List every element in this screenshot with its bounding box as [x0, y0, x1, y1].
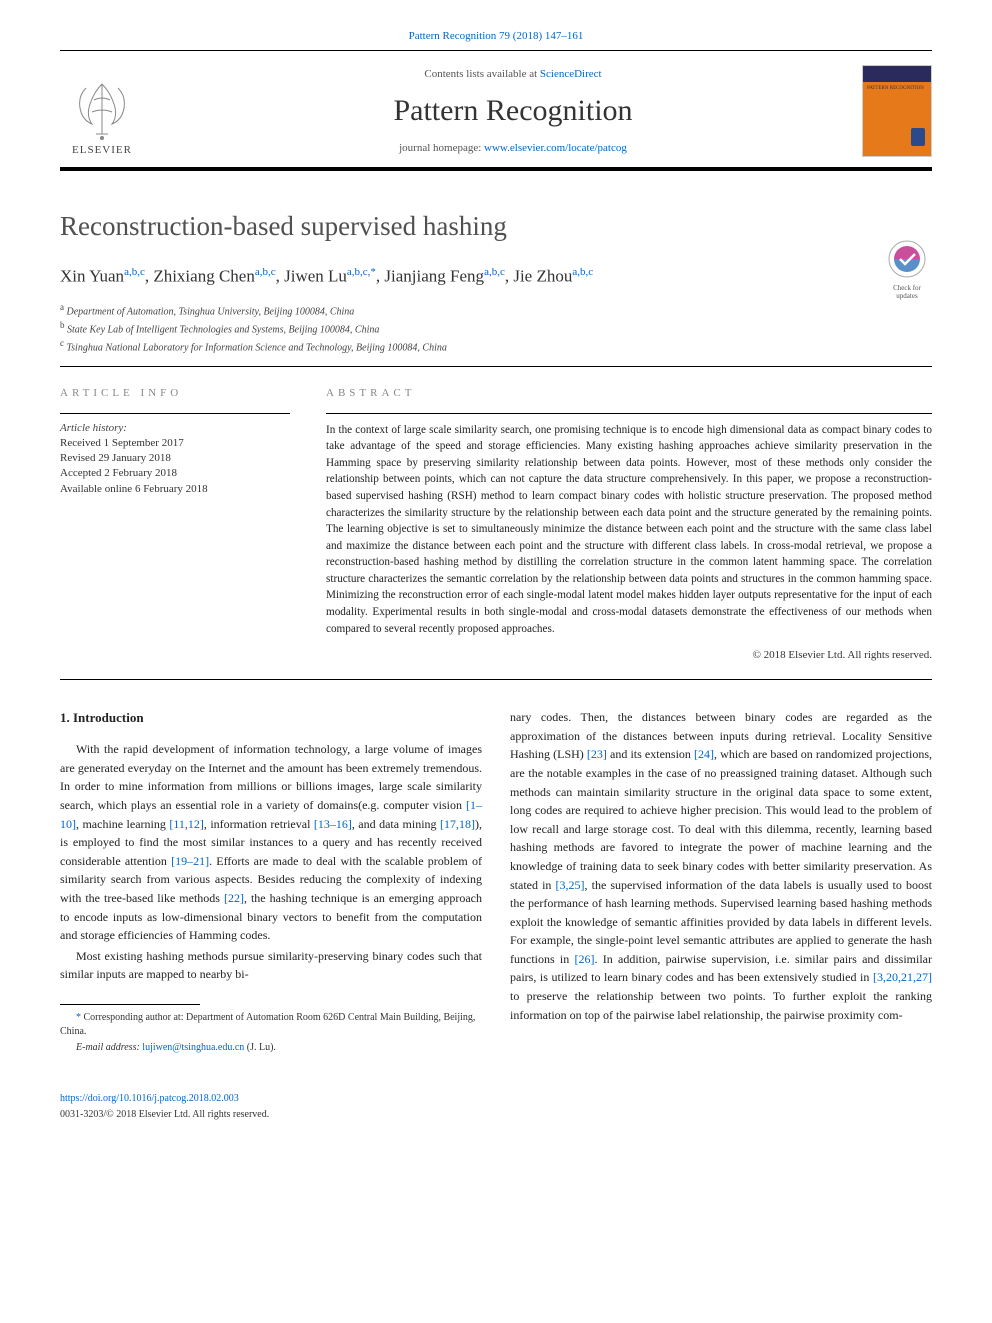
author-aff-link[interactable]: a,b,c	[124, 266, 145, 278]
email-footnote: E-mail address: lujiwen@tsinghua.edu.cn …	[60, 1041, 482, 1055]
cover-label: PATTERN RECOGNITION	[867, 86, 924, 91]
citation-link[interactable]: [3,20,21,27]	[873, 970, 932, 984]
abstract: ABSTRACT In the context of large scale s…	[326, 387, 932, 662]
citation-link[interactable]: [26]	[575, 952, 595, 966]
journal-cover-thumbnail[interactable]: PATTERN RECOGNITION	[862, 65, 932, 157]
author-name: Zhixiang Chen	[153, 267, 255, 286]
contents-line: Contents lists available at ScienceDirec…	[164, 68, 862, 80]
author-aff-link[interactable]: a,b,c	[484, 266, 505, 278]
author-name: Jiwen Lu	[284, 267, 347, 286]
author-aff-link[interactable]: a,b,c	[255, 266, 276, 278]
article-title: Reconstruction-based supervised hashing	[60, 211, 932, 242]
abstract-divider	[326, 413, 932, 414]
divider	[60, 366, 932, 367]
check-updates-icon	[888, 240, 926, 278]
abstract-copyright: © 2018 Elsevier Ltd. All rights reserved…	[326, 649, 932, 661]
citation-link[interactable]: [19–21]	[171, 854, 209, 868]
check-updates-text: Check forupdates	[882, 285, 932, 300]
body-column-right: nary codes. Then, the distances between …	[510, 708, 932, 1122]
author-name: Xin Yuan	[60, 267, 124, 286]
doi-block: https://doi.org/10.1016/j.patcog.2018.02…	[60, 1091, 482, 1122]
homepage-prefix: journal homepage:	[399, 142, 484, 154]
citation-link[interactable]: [17,18]	[440, 817, 475, 831]
body-column-left: 1. Introduction With the rapid developme…	[60, 708, 482, 1122]
citation-link[interactable]: [24]	[694, 747, 714, 761]
history-received: Received 1 September 2017	[60, 436, 290, 451]
body-divider	[60, 679, 932, 680]
email-link[interactable]: lujiwen@tsinghua.edu.cn	[142, 1042, 244, 1053]
sciencedirect-link[interactable]: ScienceDirect	[540, 68, 602, 80]
journal-title: Pattern Recognition	[164, 94, 862, 128]
footnote-divider	[60, 1004, 200, 1005]
homepage-link[interactable]: www.elsevier.com/locate/patcog	[484, 142, 627, 154]
section-heading: 1. Introduction	[60, 708, 482, 728]
history-online: Available online 6 February 2018	[60, 482, 290, 497]
author-aff-link[interactable]: a,b,c,*	[347, 266, 376, 278]
corresponding-author-footnote: * Corresponding author at: Department of…	[60, 1011, 482, 1039]
contents-prefix: Contents lists available at	[424, 68, 539, 80]
authors-line: Xin Yuana,b,c, Zhixiang Chena,b,c, Jiwen…	[60, 266, 932, 287]
affiliation-line: a Department of Automation, Tsinghua Uni…	[60, 301, 932, 319]
body-paragraph: Most existing hashing methods pursue sim…	[60, 947, 482, 984]
info-divider	[60, 413, 290, 414]
masthead: ELSEVIER Contents lists available at Sci…	[60, 50, 932, 171]
homepage-line: journal homepage: www.elsevier.com/locat…	[164, 142, 862, 154]
history-accepted: Accepted 2 February 2018	[60, 466, 290, 481]
affiliation-line: c Tsinghua National Laboratory for Infor…	[60, 337, 932, 355]
doi-link[interactable]: https://doi.org/10.1016/j.patcog.2018.02…	[60, 1093, 239, 1104]
elsevier-logo[interactable]: ELSEVIER	[60, 66, 144, 156]
history-label: Article history:	[60, 422, 290, 434]
journal-reference: Pattern Recognition 79 (2018) 147–161	[60, 30, 932, 42]
history-revised: Revised 29 January 2018	[60, 451, 290, 466]
affiliation-line: b State Key Lab of Intelligent Technolog…	[60, 319, 932, 337]
citation-link[interactable]: [11,12]	[169, 817, 204, 831]
abstract-text: In the context of large scale similarity…	[326, 422, 932, 638]
affiliations: a Department of Automation, Tsinghua Uni…	[60, 301, 932, 356]
doi-copyright: 0031-3203/© 2018 Elsevier Ltd. All right…	[60, 1109, 269, 1120]
body-paragraph: nary codes. Then, the distances between …	[510, 708, 932, 1024]
elsevier-label: ELSEVIER	[72, 144, 132, 156]
elsevier-tree-icon	[72, 78, 132, 142]
author-name: Jie Zhou	[513, 267, 572, 286]
author-aff-link[interactable]: a,b,c	[572, 266, 593, 278]
check-updates-badge[interactable]: Check forupdates	[882, 240, 932, 300]
article-info-label: ARTICLE INFO	[60, 387, 290, 399]
citation-link[interactable]: [3,25]	[556, 878, 585, 892]
article-info: ARTICLE INFO Article history: Received 1…	[60, 387, 290, 662]
citation-link[interactable]: [13–16]	[314, 817, 352, 831]
journal-reference-link[interactable]: Pattern Recognition 79 (2018) 147–161	[409, 30, 584, 42]
citation-link[interactable]: [23]	[587, 747, 607, 761]
citation-link[interactable]: [22]	[224, 891, 244, 905]
author-name: Jianjiang Feng	[384, 267, 484, 286]
abstract-label: ABSTRACT	[326, 387, 932, 399]
body-paragraph: With the rapid development of informatio…	[60, 740, 482, 945]
